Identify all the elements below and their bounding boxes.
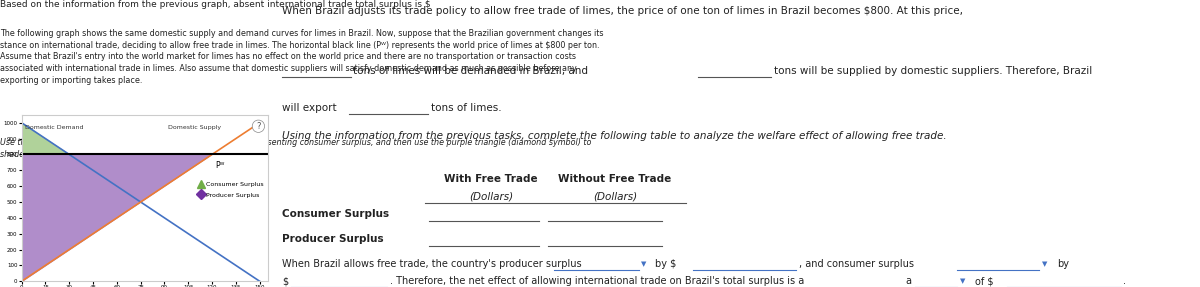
Text: With Free Trade: With Free Trade xyxy=(444,174,538,184)
Text: Domestic Supply: Domestic Supply xyxy=(168,125,221,130)
Text: by $: by $ xyxy=(655,259,677,269)
Text: Without Free Trade: Without Free Trade xyxy=(558,174,672,184)
Text: by: by xyxy=(1057,259,1069,269)
Text: When Brazil allows free trade, the country's producer surplus: When Brazil allows free trade, the count… xyxy=(282,259,582,269)
Text: Using the information from the previous tasks, complete the following table to a: Using the information from the previous … xyxy=(282,131,947,141)
Text: tons will be supplied by domestic suppliers. Therefore, Brazil: tons will be supplied by domestic suppli… xyxy=(774,66,1092,76)
Text: will export: will export xyxy=(282,103,337,113)
Text: Domestic Demand: Domestic Demand xyxy=(25,125,83,130)
Text: ▼: ▼ xyxy=(641,261,647,267)
Text: ▼: ▼ xyxy=(1042,261,1048,267)
Text: tons of limes will be demanded in Brazil, and: tons of limes will be demanded in Brazil… xyxy=(353,66,588,76)
Text: ▼: ▼ xyxy=(960,278,965,284)
Text: $: $ xyxy=(282,276,288,286)
Text: Use the green triangle (triangle symbol) to shade in the area representing consu: Use the green triangle (triangle symbol)… xyxy=(0,138,592,158)
Text: of $: of $ xyxy=(976,276,994,286)
Text: , and consumer surplus: , and consumer surplus xyxy=(799,259,913,269)
Text: a: a xyxy=(906,276,912,286)
Polygon shape xyxy=(22,154,212,281)
Polygon shape xyxy=(22,123,70,154)
Text: Pᵂ: Pᵂ xyxy=(215,161,224,170)
Text: The following graph shows the same domestic supply and demand curves for limes i: The following graph shows the same domes… xyxy=(0,29,604,85)
Text: Consumer Surplus: Consumer Surplus xyxy=(282,209,389,219)
Text: When Brazil adjusts its trade policy to allow free trade of limes, the price of : When Brazil adjusts its trade policy to … xyxy=(282,6,964,16)
Text: .: . xyxy=(1123,276,1127,286)
Legend: Consumer Surplus, Producer Surplus: Consumer Surplus, Producer Surplus xyxy=(198,181,264,199)
Text: (Dollars): (Dollars) xyxy=(469,192,514,202)
Text: . Therefore, the net effect of allowing international trade on Brazil's total su: . Therefore, the net effect of allowing … xyxy=(390,276,804,286)
Text: (Dollars): (Dollars) xyxy=(593,192,637,202)
Text: ?: ? xyxy=(256,122,260,131)
Text: Producer Surplus: Producer Surplus xyxy=(282,234,384,244)
Text: Based on the information from the previous graph, absent international trade tot: Based on the information from the previo… xyxy=(0,0,431,9)
Text: tons of limes.: tons of limes. xyxy=(431,103,502,113)
